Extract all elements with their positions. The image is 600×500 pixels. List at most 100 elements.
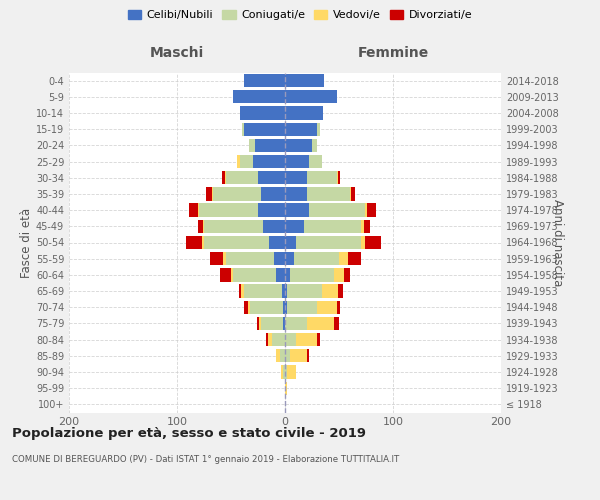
Bar <box>259 317 261 330</box>
Bar <box>204 236 269 249</box>
Bar <box>309 204 365 217</box>
Y-axis label: Anni di nascita: Anni di nascita <box>551 199 564 286</box>
Bar <box>268 333 272 346</box>
Bar <box>285 333 296 346</box>
Bar <box>277 349 280 362</box>
Bar <box>272 333 285 346</box>
Bar <box>250 138 255 152</box>
Bar <box>339 252 347 266</box>
Bar <box>244 74 285 87</box>
Bar <box>244 122 285 136</box>
Bar <box>283 300 285 314</box>
Bar <box>248 300 250 314</box>
Bar <box>258 204 285 217</box>
Bar <box>211 252 223 266</box>
Bar <box>285 188 307 200</box>
Bar <box>263 220 285 233</box>
Bar <box>338 171 340 184</box>
Bar <box>365 236 381 249</box>
Bar <box>277 268 285 281</box>
Bar <box>285 90 337 104</box>
Bar <box>285 106 323 120</box>
Text: COMUNE DI BEREGUARDO (PV) - Dati ISTAT 1° gennaio 2019 - Elaborazione TUTTITALIA: COMUNE DI BEREGUARDO (PV) - Dati ISTAT 1… <box>12 455 399 464</box>
Bar <box>367 204 376 217</box>
Bar <box>261 317 283 330</box>
Bar <box>361 220 364 233</box>
Bar <box>239 106 285 120</box>
Bar <box>312 138 317 152</box>
Bar <box>307 317 334 330</box>
Bar <box>285 284 287 298</box>
Bar <box>203 220 204 233</box>
Bar <box>307 171 337 184</box>
Bar <box>197 220 203 233</box>
Legend: Celibi/Nubili, Coniugati/e, Vedovi/e, Divorziati/e: Celibi/Nubili, Coniugati/e, Vedovi/e, Di… <box>124 6 476 25</box>
Bar <box>285 171 307 184</box>
Bar <box>285 268 290 281</box>
Bar <box>350 188 351 200</box>
Bar <box>285 366 287 378</box>
Bar <box>233 268 277 281</box>
Bar <box>338 284 343 298</box>
Bar <box>212 188 261 200</box>
Bar <box>280 349 285 362</box>
Bar <box>287 300 317 314</box>
Bar <box>250 300 283 314</box>
Text: Femmine: Femmine <box>358 46 428 60</box>
Bar <box>337 300 340 314</box>
Bar <box>285 74 324 87</box>
Bar <box>287 284 322 298</box>
Bar <box>347 252 361 266</box>
Bar <box>296 333 317 346</box>
Bar <box>285 317 307 330</box>
Bar <box>304 220 361 233</box>
Bar <box>244 300 248 314</box>
Bar <box>283 317 285 330</box>
Bar <box>290 349 307 362</box>
Bar <box>189 204 197 217</box>
Bar <box>269 236 285 249</box>
Bar <box>257 317 259 330</box>
Bar <box>364 220 370 233</box>
Bar <box>307 188 350 200</box>
Bar <box>185 236 202 249</box>
Bar <box>238 155 239 168</box>
Bar <box>220 268 231 281</box>
Bar <box>283 366 285 378</box>
Bar <box>197 204 199 217</box>
Bar <box>244 284 282 298</box>
Bar <box>242 122 244 136</box>
Bar <box>285 220 304 233</box>
Bar <box>241 284 244 298</box>
Bar <box>351 188 355 200</box>
Bar <box>285 204 309 217</box>
Bar <box>206 188 212 200</box>
Bar <box>266 333 268 346</box>
Bar <box>296 236 361 249</box>
Text: Maschi: Maschi <box>150 46 204 60</box>
Bar <box>285 300 287 314</box>
Bar <box>317 122 320 136</box>
Bar <box>344 268 350 281</box>
Bar <box>274 252 285 266</box>
Bar <box>223 171 224 184</box>
Bar <box>239 155 253 168</box>
Bar <box>202 236 204 249</box>
Bar <box>322 284 338 298</box>
Bar <box>317 333 320 346</box>
Bar <box>285 236 296 249</box>
Bar <box>281 366 283 378</box>
Bar <box>199 204 258 217</box>
Bar <box>282 284 285 298</box>
Bar <box>293 252 339 266</box>
Bar <box>226 252 274 266</box>
Bar <box>290 268 334 281</box>
Bar <box>231 268 233 281</box>
Bar <box>261 188 285 200</box>
Bar <box>226 171 258 184</box>
Bar <box>361 236 365 249</box>
Bar <box>253 155 285 168</box>
Y-axis label: Fasce di età: Fasce di età <box>20 208 33 278</box>
Text: Popolazione per età, sesso e stato civile - 2019: Popolazione per età, sesso e stato civil… <box>12 428 366 440</box>
Bar <box>285 349 290 362</box>
